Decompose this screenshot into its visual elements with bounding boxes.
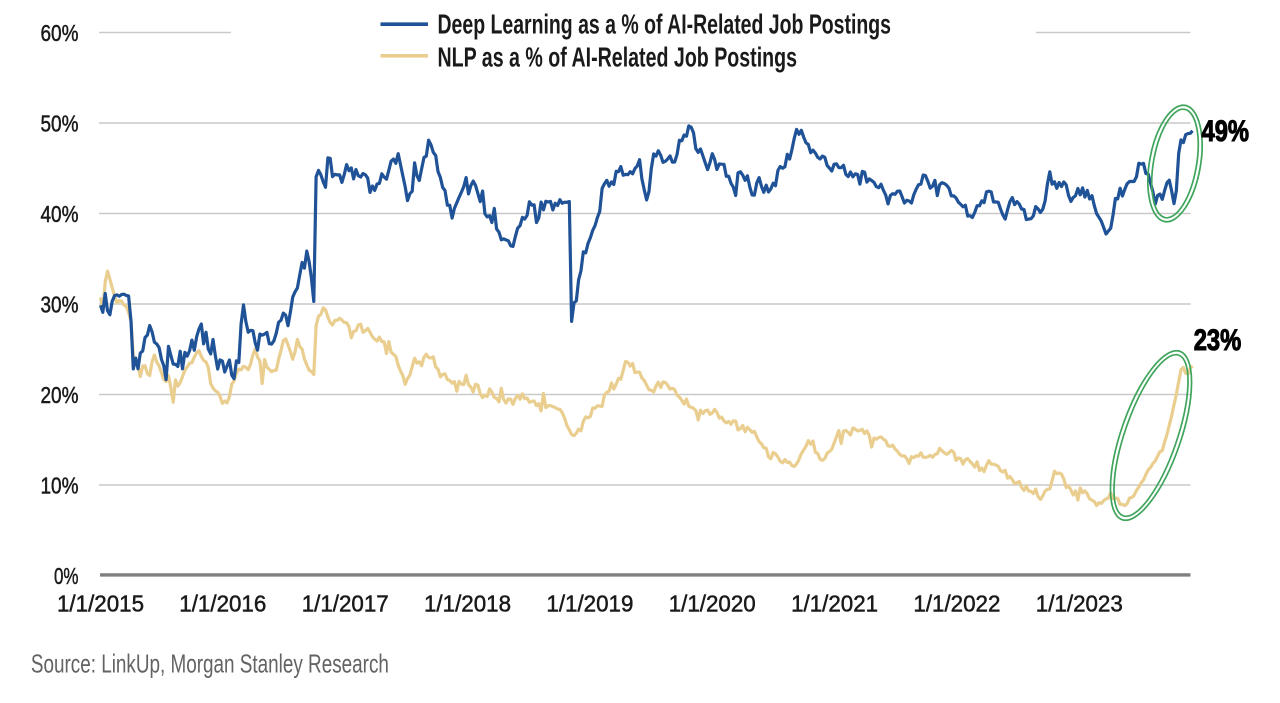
svg-text:1/1/2023: 1/1/2023 [1036,591,1123,617]
svg-text:50%: 50% [41,110,79,136]
svg-text:1/1/2015: 1/1/2015 [57,591,144,617]
svg-text:Deep Learning as a % of AI-Rel: Deep Learning as a % of AI-Related Job P… [438,8,892,39]
svg-text:1/1/2016: 1/1/2016 [179,591,266,617]
svg-text:1/1/2018: 1/1/2018 [424,591,511,617]
svg-text:NLP as a % of AI-Related Job P: NLP as a % of AI-Related Job Postings [438,41,798,72]
svg-text:1/1/2021: 1/1/2021 [791,591,878,617]
svg-text:1/1/2020: 1/1/2020 [669,591,756,617]
svg-text:20%: 20% [41,382,79,408]
svg-text:1/1/2017: 1/1/2017 [302,591,389,617]
svg-text:30%: 30% [41,291,79,317]
svg-text:10%: 10% [41,472,79,498]
svg-text:0%: 0% [54,563,79,589]
svg-text:23%: 23% [1194,324,1242,357]
svg-text:60%: 60% [41,20,79,46]
svg-text:Source: LinkUp, Morgan Stanley: Source: LinkUp, Morgan Stanley Research [31,649,389,679]
svg-text:1/1/2022: 1/1/2022 [913,591,1000,617]
svg-text:1/1/2019: 1/1/2019 [546,591,633,617]
svg-text:40%: 40% [41,201,79,227]
svg-text:49%: 49% [1202,115,1250,148]
